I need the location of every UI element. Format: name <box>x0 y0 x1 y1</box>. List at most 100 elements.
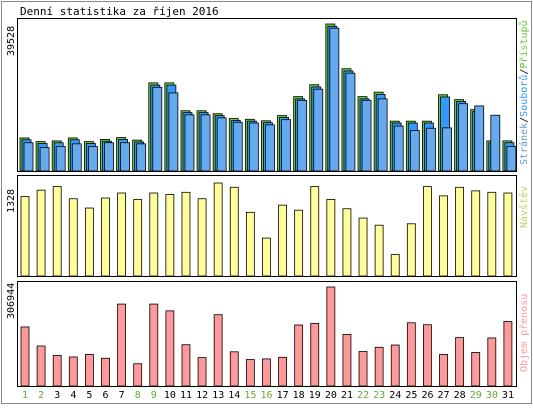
bar-hits-files-pages-2-day-7 <box>120 142 130 172</box>
x-tick-label-day-28: 28 <box>454 390 466 401</box>
bar-kbytes-day-9 <box>149 303 159 387</box>
x-tick-label-day-7: 7 <box>119 390 125 401</box>
legend-sep-2: / <box>519 69 530 75</box>
bar-visits-day-19 <box>310 186 320 277</box>
bar-visits-day-13 <box>213 182 223 277</box>
x-tick-label-day-12: 12 <box>196 390 208 401</box>
bar-hits-files-pages-2-day-31 <box>506 146 517 172</box>
bar-visits-day-15 <box>245 211 255 277</box>
bar-hits-files-pages-2-day-23 <box>377 98 388 172</box>
legend-hits-files-pages: Stránek/Souborů/Přístupů <box>518 20 530 165</box>
x-tick-label-day-21: 21 <box>341 390 353 401</box>
bar-kbytes-day-17 <box>278 356 287 387</box>
chart-title: Denní statistika za říjen 2016 <box>20 5 219 18</box>
bar-visits-day-11 <box>181 191 191 277</box>
x-tick-label-day-24: 24 <box>389 390 401 401</box>
bar-kbytes-day-12 <box>197 357 207 387</box>
x-tick-label-day-11: 11 <box>180 390 192 401</box>
bar-hits-files-pages-2-day-25 <box>409 130 420 172</box>
x-tick-label-day-5: 5 <box>86 390 92 401</box>
x-tick-label-day-31: 31 <box>502 390 514 401</box>
bar-kbytes-day-6 <box>101 357 110 387</box>
bar-visits-day-24 <box>390 254 400 277</box>
bar-visits-day-18 <box>294 209 304 277</box>
bar-visits-day-9 <box>149 192 159 277</box>
bar-hits-files-pages-2-day-17 <box>281 119 291 172</box>
bar-visits-day-5 <box>84 207 94 277</box>
legend-kbytes: Objem přenosu <box>518 294 530 372</box>
bar-hits-files-pages-2-day-11 <box>184 114 195 172</box>
bar-hits-files-pages-2-day-12 <box>200 114 211 172</box>
bar-visits-day-27 <box>439 195 448 277</box>
bar-kbytes-day-16 <box>262 358 271 387</box>
bar-visits-day-1 <box>20 196 30 277</box>
y-max-label-visits: 1328 <box>6 189 17 213</box>
x-tick-label-day-6: 6 <box>103 390 109 401</box>
bar-hits-files-pages-2-day-13 <box>216 117 227 172</box>
bar-kbytes-day-26 <box>423 324 432 387</box>
bar-kbytes-day-24 <box>390 344 400 387</box>
bar-kbytes-day-4 <box>68 356 78 387</box>
x-tick-label-day-13: 13 <box>212 390 224 401</box>
bar-kbytes-day-25 <box>406 322 416 387</box>
x-tick-label-day-3: 3 <box>54 390 60 401</box>
legend-sep-1: / <box>519 117 530 123</box>
x-tick-label-day-27: 27 <box>438 390 450 401</box>
bar-visits-day-26 <box>423 186 432 277</box>
bar-hits-files-pages-2-day-29 <box>474 105 485 172</box>
bar-hits-files-pages-2-day-20 <box>329 27 340 172</box>
bar-hits-files-pages-2-day-24 <box>393 125 404 172</box>
x-tick-label-day-14: 14 <box>228 390 240 401</box>
x-tick-label-day-4: 4 <box>70 390 76 401</box>
bar-visits-day-10 <box>165 194 175 277</box>
bar-hits-files-pages-2-day-16 <box>265 124 275 172</box>
bar-hits-files-pages-2-day-2 <box>39 147 50 172</box>
bar-hits-files-pages-2-day-19 <box>313 88 324 172</box>
bar-hits-files-pages-2-day-27 <box>442 127 452 172</box>
bar-kbytes-day-18 <box>294 324 304 387</box>
bar-kbytes-day-23 <box>374 346 384 387</box>
bar-kbytes-day-28 <box>455 337 465 387</box>
x-tick-label-day-15: 15 <box>244 390 256 401</box>
bar-visits-day-28 <box>455 186 465 277</box>
bar-hits-files-pages-2-day-21 <box>345 72 356 172</box>
bar-visits-day-25 <box>406 223 416 277</box>
bar-hits-files-pages-2-day-1 <box>23 142 34 172</box>
bar-kbytes-day-27 <box>439 353 448 387</box>
bar-kbytes-day-31 <box>503 321 513 387</box>
bar-hits-files-pages-2-day-14 <box>232 121 243 172</box>
bar-visits-day-8 <box>133 199 143 277</box>
bar-hits-files-pages-2-day-4 <box>71 143 82 172</box>
bar-visits-day-17 <box>278 204 287 277</box>
bar-kbytes-day-13 <box>213 314 223 387</box>
y-max-label-hits-files-pages: 39528 <box>6 26 17 56</box>
x-tick-label-day-17: 17 <box>277 390 289 401</box>
bar-visits-day-2 <box>36 189 46 277</box>
x-tick-label-day-22: 22 <box>357 390 369 401</box>
legend-visits-label: Návštěv <box>518 186 530 228</box>
bar-kbytes-day-20 <box>326 286 336 387</box>
bar-visits-day-12 <box>197 198 207 277</box>
bar-kbytes-day-21 <box>342 333 352 387</box>
bar-visits-day-3 <box>52 186 62 277</box>
bar-kbytes-day-3 <box>52 354 62 387</box>
bar-hits-files-pages-2-day-10 <box>168 92 179 172</box>
bar-hits-files-pages-2-day-9 <box>152 86 163 172</box>
legend-hits: Přístupů <box>518 20 530 68</box>
x-tick-label-day-30: 30 <box>486 390 498 401</box>
bar-visits-day-7 <box>117 192 126 277</box>
x-tick-label-day-19: 19 <box>309 390 321 401</box>
x-tick-label-day-18: 18 <box>293 390 305 401</box>
bar-hits-files-pages-2-day-18 <box>297 99 308 172</box>
bar-kbytes-day-14 <box>229 351 239 387</box>
x-tick-label-day-23: 23 <box>373 390 385 401</box>
bar-hits-files-pages-2-day-6 <box>104 142 114 172</box>
bar-visits-day-6 <box>101 197 110 277</box>
legend-kbytes-label: Objem přenosu <box>518 294 530 372</box>
bar-hits-files-pages-2-day-22 <box>361 99 372 172</box>
x-tick-label-day-9: 9 <box>151 390 157 401</box>
bar-visits-day-20 <box>326 199 336 277</box>
